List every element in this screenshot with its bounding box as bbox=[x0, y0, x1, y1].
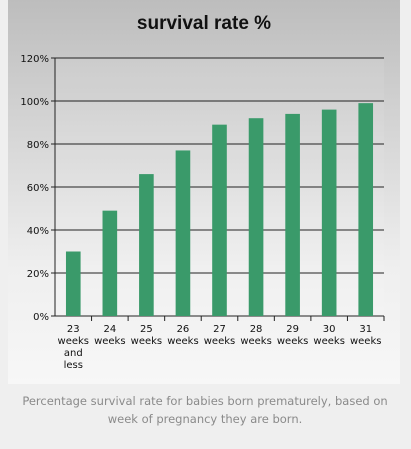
y-tick-label: 0% bbox=[33, 312, 49, 323]
x-tick-label: 26 weeks bbox=[167, 324, 198, 347]
x-tick-label: 27 weeks bbox=[204, 324, 235, 347]
y-tick-label: 40% bbox=[27, 226, 49, 237]
bar bbox=[175, 150, 191, 316]
x-tick-label: 29 weeks bbox=[277, 324, 308, 347]
y-tick-label: 60% bbox=[27, 183, 49, 194]
x-tick-label: 30 weeks bbox=[313, 324, 344, 347]
y-tick-label: 80% bbox=[27, 140, 49, 151]
y-tick-label: 100% bbox=[20, 97, 49, 108]
chart-title: survival rate % bbox=[136, 13, 272, 34]
x-tick-label: 25 weeks bbox=[131, 324, 162, 347]
bar bbox=[102, 210, 118, 316]
x-tick-label: 28 weeks bbox=[240, 324, 271, 347]
bar bbox=[358, 103, 374, 317]
bar bbox=[65, 251, 81, 316]
x-tick-label: 24 weeks bbox=[94, 324, 125, 347]
x-tick-label: 31 weeks bbox=[350, 324, 381, 347]
y-tick-label: 20% bbox=[27, 269, 49, 280]
x-tick-label: 23 weeks and less bbox=[58, 324, 89, 371]
bar bbox=[248, 118, 264, 316]
bar bbox=[285, 113, 300, 317]
bar bbox=[139, 174, 154, 316]
bar bbox=[321, 109, 337, 316]
chart-caption: Percentage survival rate for babies born… bbox=[22, 394, 388, 426]
bar bbox=[212, 124, 227, 317]
chart-figure: survival rate % 0% 20% 40% 60% 80% 100% 120% 23… bbox=[8, 0, 400, 384]
y-tick-label: 120% bbox=[20, 54, 49, 65]
